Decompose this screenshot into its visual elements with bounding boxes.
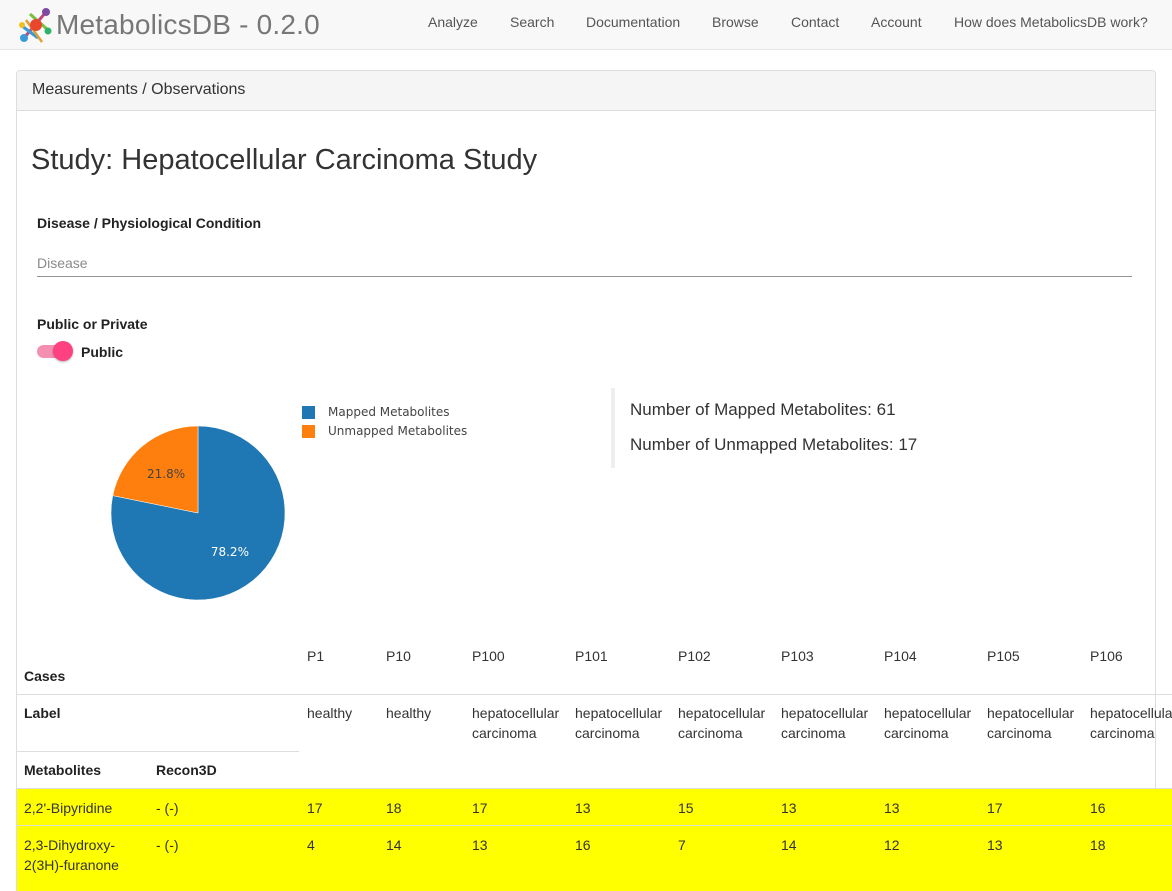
toggle-label: Public <box>81 344 124 360</box>
recon3d-value: - (-) <box>156 837 179 853</box>
measurement-value: 13 <box>987 837 1003 853</box>
patient-id-header[interactable]: P106 <box>1090 648 1123 664</box>
metabolite-name[interactable]: 2,3-Dihydroxy- <box>24 837 116 853</box>
measurement-value: 14 <box>386 837 402 853</box>
patient-label: healthy <box>307 705 353 721</box>
patient-label: hepatocellular <box>987 705 1075 721</box>
row-divider <box>17 825 1172 826</box>
nav-search[interactable]: Search <box>510 14 555 30</box>
patient-label: carcinoma <box>472 725 537 741</box>
label-divider <box>17 751 299 752</box>
patient-label: carcinoma <box>987 725 1052 741</box>
brand-title: MetabolicsDB - 0.2.0 <box>56 9 320 40</box>
disease-input[interactable] <box>37 250 1132 277</box>
measurement-value: 17 <box>987 800 1003 816</box>
pie-label-mapped: 78.2% <box>211 545 249 559</box>
toggle-thumb <box>53 341 73 361</box>
legend-swatch-mapped <box>302 405 315 419</box>
measurement-value: 13 <box>575 800 591 816</box>
measurement-value: 18 <box>386 800 402 816</box>
mapped-count: Number of Mapped Metabolites: 61 <box>630 400 896 419</box>
patient-id-header[interactable]: P105 <box>987 648 1020 664</box>
measurement-value: 18 <box>1090 837 1106 853</box>
pie-slice-mapped[interactable] <box>110 425 286 601</box>
patient-id-header[interactable]: P102 <box>678 648 711 664</box>
pie-slice-unmapped[interactable] <box>112 425 199 514</box>
nav-account[interactable]: Account <box>871 14 922 30</box>
metabolite-name[interactable]: 2,2'-Bipyridine <box>24 800 113 816</box>
cases-divider <box>17 694 299 695</box>
patient-label: carcinoma <box>1090 725 1155 741</box>
recon3d-value: - (-) <box>156 800 179 816</box>
metabolite-counts: Number of Mapped Metabolites: 61 Number … <box>611 388 1011 468</box>
table-row <box>17 826 1172 891</box>
study-title: Study: Hepatocellular Carcinoma Study <box>31 144 538 176</box>
legend-label-unmapped: Unmapped Metabolites <box>328 424 468 438</box>
measurement-value: 16 <box>1090 800 1106 816</box>
measurement-value: 7 <box>678 837 686 853</box>
measurement-value: 17 <box>307 800 323 816</box>
measurement-value: 14 <box>781 837 797 853</box>
recon3d-header: Recon3D <box>156 762 217 778</box>
nav-how-it-works[interactable]: How does MetabolicsDB work? <box>954 14 1148 30</box>
panel-heading: Measurements / Observations <box>17 71 1155 111</box>
patient-label: carcinoma <box>781 725 846 741</box>
measurement-value: 16 <box>575 837 591 853</box>
patient-id-header[interactable]: P104 <box>884 648 917 664</box>
patient-id-header[interactable]: P10 <box>386 648 411 664</box>
metabolites-header: Metabolites <box>24 762 102 778</box>
patient-id-header[interactable]: P100 <box>472 648 505 664</box>
metabolites-header-divider <box>17 788 1172 789</box>
measurement-value: 13 <box>884 800 900 816</box>
nav-contact[interactable]: Contact <box>791 14 840 30</box>
legend-item-mapped[interactable]: Mapped Metabolites <box>302 404 450 420</box>
nav-browse[interactable]: Browse <box>712 14 759 30</box>
unmapped-count: Number of Unmapped Metabolites: 17 <box>630 435 918 454</box>
patient-label: hepatocellular <box>575 705 663 721</box>
table-row <box>17 789 1172 826</box>
patient-label: carcinoma <box>575 725 640 741</box>
patient-label: hepatocellular <box>884 705 972 721</box>
measurement-value: 17 <box>472 800 488 816</box>
patient-label: hepatocellular <box>1090 705 1172 721</box>
public-private-toggle[interactable] <box>37 341 73 361</box>
legend-swatch-unmapped <box>302 424 315 438</box>
patient-label: carcinoma <box>884 725 949 741</box>
measurement-value: 12 <box>884 837 900 853</box>
nav-menu: Analyze Search Documentation Browse Cont… <box>0 0 1172 50</box>
patient-label: hepatocellular <box>472 705 560 721</box>
nav-documentation[interactable]: Documentation <box>586 14 681 30</box>
patient-header-divider <box>299 694 1172 695</box>
patient-id-header[interactable]: P103 <box>781 648 814 664</box>
measurement-value: 15 <box>678 800 694 816</box>
measurement-value: 13 <box>472 837 488 853</box>
measurement-value: 4 <box>307 837 315 853</box>
brand[interactable]: MetabolicsDB - 0.2.0 <box>16 4 320 46</box>
legend-item-unmapped[interactable]: Unmapped Metabolites <box>302 423 467 439</box>
patient-label: hepatocellular <box>781 705 869 721</box>
disease-label: Disease / Physiological Condition <box>37 215 262 231</box>
measurement-value: 13 <box>781 800 797 816</box>
metabolite-name[interactable]: 2(3H)-furanone <box>24 857 119 873</box>
molecule-logo-icon <box>19 8 52 43</box>
pie-label-unmapped: 21.8% <box>147 467 185 481</box>
patient-id-header[interactable]: P1 <box>307 648 325 664</box>
nav-analyze[interactable]: Analyze <box>428 14 478 30</box>
navbar: MetabolicsDB - 0.2.0 Analyze Search Docu… <box>0 0 1172 50</box>
measurements-panel: Measurements / Observations <box>16 70 1156 891</box>
label-header: Label <box>24 705 61 721</box>
legend-label-mapped: Mapped Metabolites <box>328 405 450 419</box>
privacy-label: Public or Private <box>37 316 148 332</box>
patient-label: carcinoma <box>678 725 743 741</box>
patient-label: healthy <box>386 705 432 721</box>
patient-label: hepatocellular <box>678 705 766 721</box>
patient-id-header[interactable]: P101 <box>575 648 608 664</box>
cases-header: Cases <box>24 668 66 684</box>
